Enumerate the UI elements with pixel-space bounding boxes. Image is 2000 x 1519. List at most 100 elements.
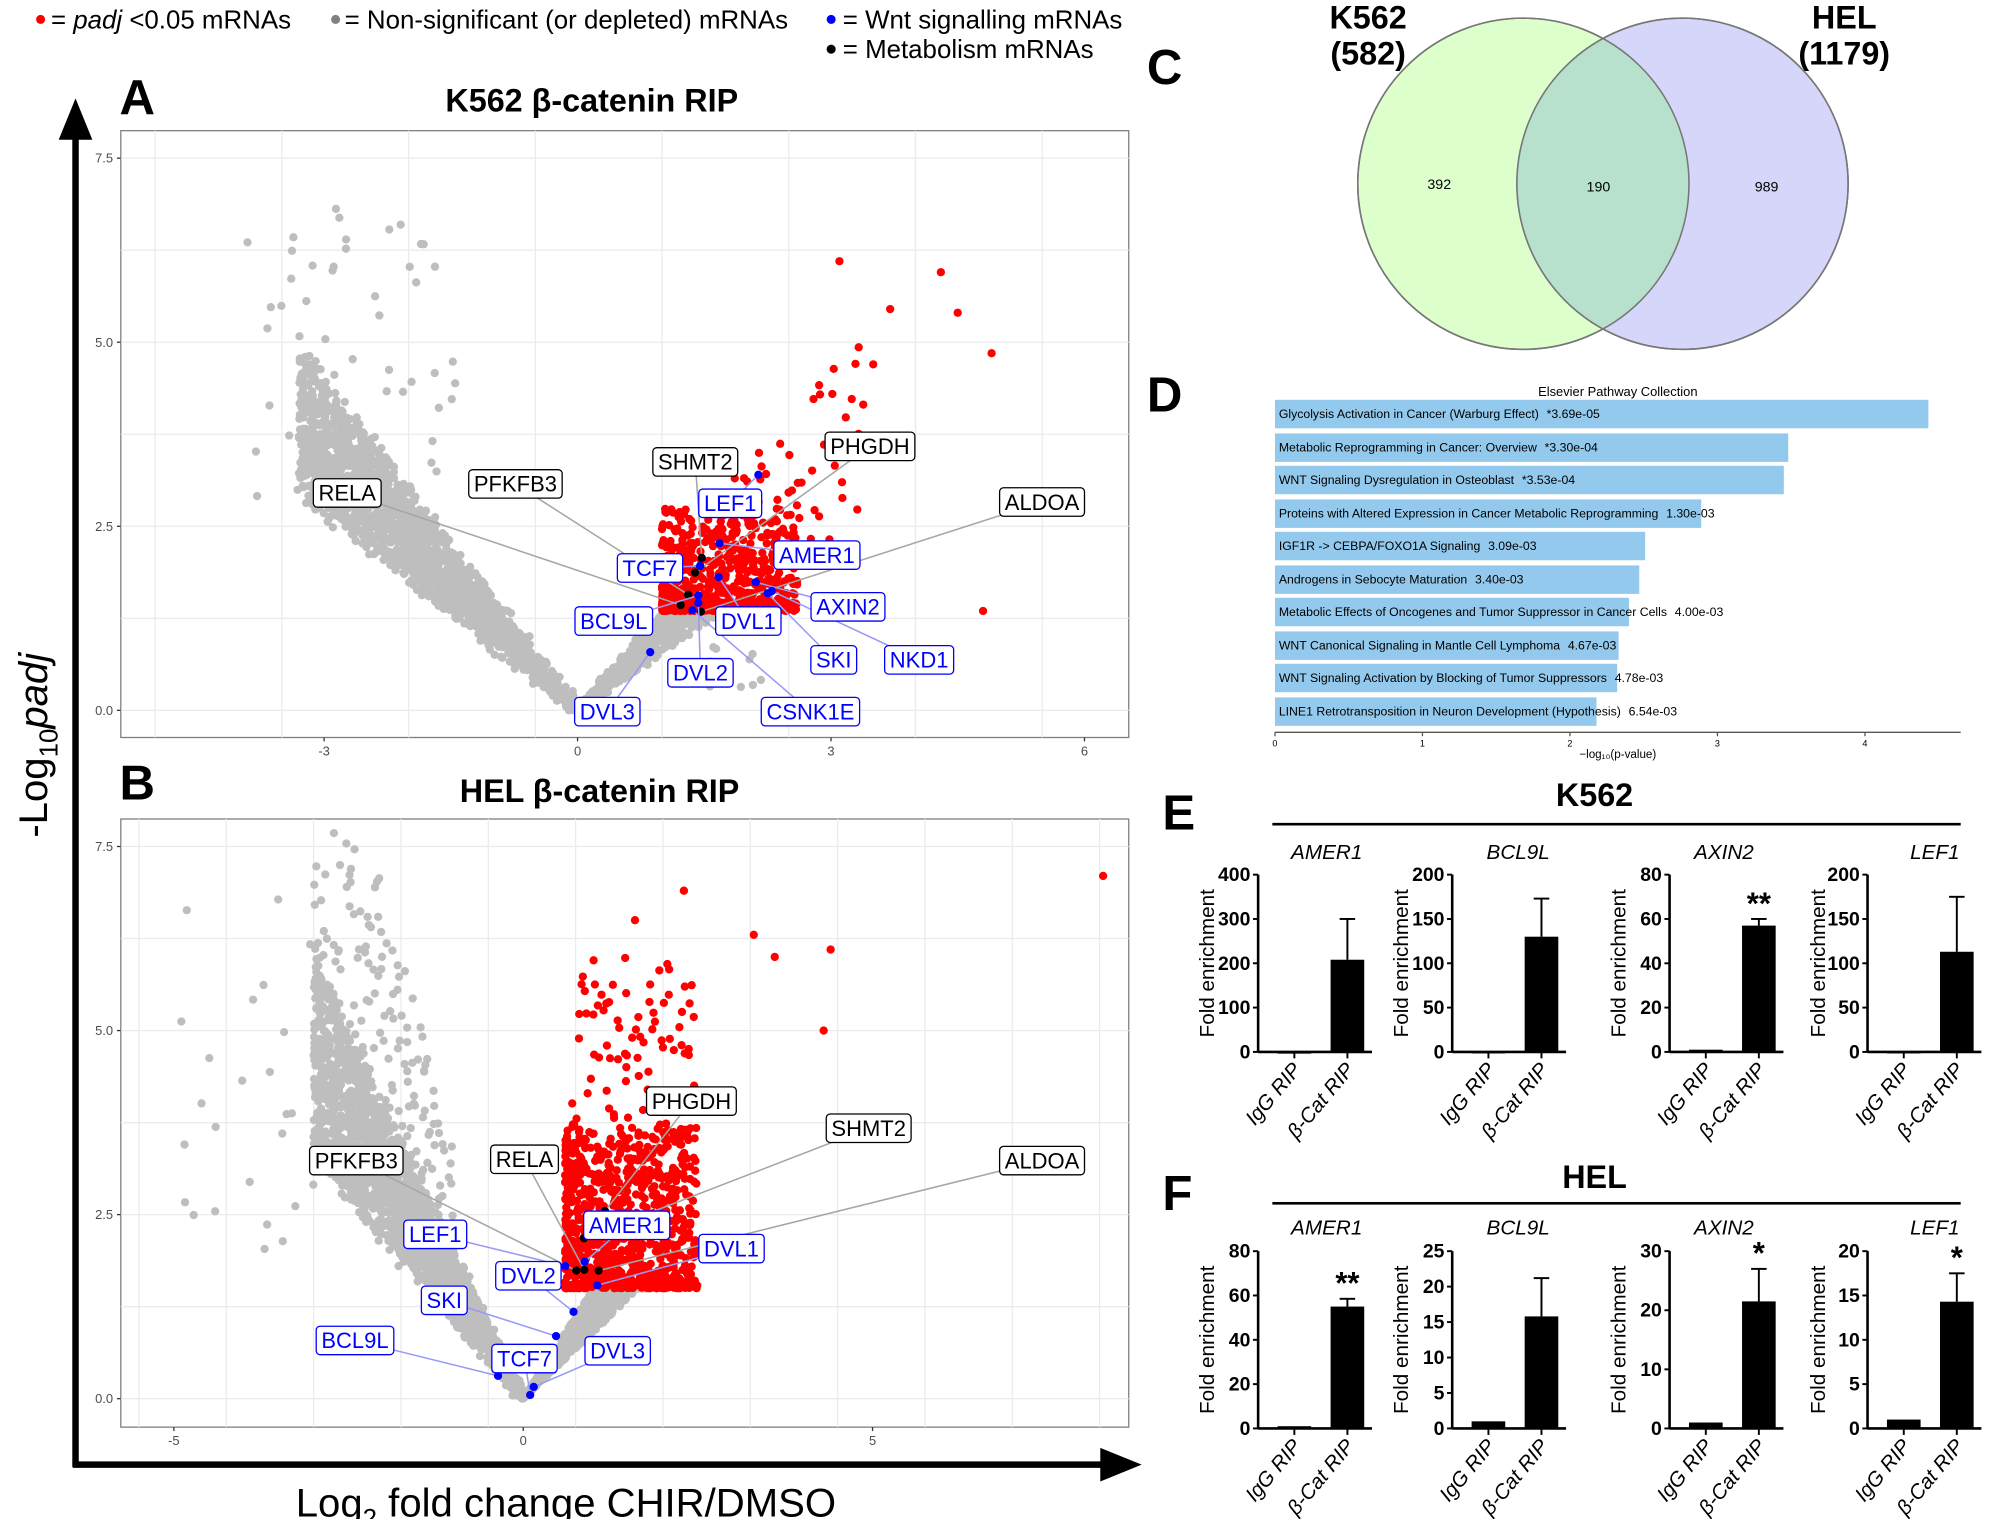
nonsignificant-point (736, 682, 745, 692)
significant-point (662, 539, 671, 549)
nonsignificant-point (252, 491, 262, 501)
nonsignificant-point (471, 569, 480, 578)
gene-point-dvl2 (694, 598, 703, 607)
nonsignificant-point (311, 455, 320, 464)
nonsignificant-point (748, 680, 758, 690)
nonsignificant-point (404, 550, 413, 560)
significant-point (731, 556, 740, 565)
nonsignificant-point (313, 1079, 322, 1088)
panel-b-title: HEL β-catenin RIP (460, 773, 740, 809)
nonsignificant-point (357, 438, 366, 448)
nonsignificant-point (631, 635, 640, 644)
nonsignificant-point (447, 395, 456, 404)
nonsignificant-point (400, 500, 409, 509)
gene-label-text: DVL1 (721, 609, 776, 634)
significant-point (853, 505, 862, 514)
significant-point (743, 477, 752, 486)
significant-point (754, 448, 764, 457)
nonsignificant-point (302, 441, 311, 450)
panel-letter-b: B (120, 756, 156, 811)
nonsignificant-point (498, 653, 507, 662)
nonsignificant-point (430, 262, 440, 271)
gene-point-dvl3 (646, 648, 655, 657)
significant-point (814, 381, 824, 390)
nonsignificant-point (338, 437, 347, 446)
y-tick-label: 2.5 (95, 519, 113, 534)
nonsignificant-point (330, 429, 339, 438)
gene-label-aldoa: ALDOA (998, 487, 1086, 517)
gene-label-phgdh: PHGDH (824, 431, 916, 462)
nonsignificant-point (383, 523, 393, 533)
nonsignificant-point (623, 659, 632, 669)
nonsignificant-point (561, 682, 570, 692)
nonsignificant-point (304, 481, 313, 490)
nonsignificant-point (387, 1135, 397, 1144)
nonsignificant-point (370, 432, 379, 442)
nonsignificant-point (345, 454, 354, 463)
nonsignificant-point (328, 523, 338, 532)
gene-label-amer1: AMER1 (773, 540, 861, 570)
significant-point (676, 517, 686, 526)
nonsignificant-point (311, 356, 320, 366)
nonsignificant-point (412, 585, 421, 595)
nonsignificant-point (313, 399, 322, 409)
nonsignificant-point (322, 419, 332, 429)
nonsignificant-point (328, 266, 337, 275)
nonsignificant-point (307, 374, 317, 384)
nonsignificant-point (525, 632, 534, 641)
significant-point (841, 413, 850, 422)
gene-label-pfkfb3: PFKFB3 (468, 469, 563, 499)
nonsignificant-point (433, 545, 442, 555)
nonsignificant-point (319, 509, 328, 518)
nonsignificant-point (367, 523, 376, 532)
nonsignificant-point (407, 535, 416, 544)
significant-point (837, 478, 847, 487)
nonsignificant-point (266, 303, 275, 312)
gene-point-phgdh (690, 568, 700, 577)
nonsignificant-point (492, 621, 502, 630)
nonsignificant-point (293, 485, 302, 494)
nonsignificant-point (405, 488, 414, 497)
nonsignificant-point (353, 444, 362, 453)
y-tick-label: 0.0 (95, 1391, 113, 1406)
nonsignificant-point (602, 681, 611, 690)
gene-label-bcl9l: BCL9L (574, 606, 654, 636)
nonsignificant-point (348, 355, 357, 364)
y-tick-label: 2.5 (95, 1207, 113, 1222)
nonsignificant-point (431, 559, 440, 569)
nonsignificant-point (384, 365, 394, 375)
nonsignificant-point (380, 464, 389, 474)
nonsignificant-point (447, 588, 456, 597)
significant-point (765, 530, 775, 539)
nonsignificant-point (476, 636, 485, 645)
nonsignificant-point (405, 262, 414, 271)
nonsignificant-point (294, 469, 304, 478)
nonsignificant-point (510, 627, 519, 636)
significant-point (770, 575, 779, 584)
gene-point-tcf7 (695, 561, 705, 571)
nonsignificant-point (680, 631, 689, 640)
significant-point (657, 524, 667, 534)
nonsignificant-point (492, 630, 501, 640)
nonsignificant-point (327, 995, 337, 1004)
nonsignificant-point (300, 456, 309, 465)
nonsignificant-point (419, 240, 428, 249)
nonsignificant-point (375, 311, 384, 320)
nonsignificant-point (360, 452, 369, 461)
nonsignificant-point (368, 441, 377, 451)
nonsignificant-point (378, 540, 387, 549)
nonsignificant-point (304, 429, 313, 438)
nonsignificant-point (323, 401, 332, 410)
gene-label-lef1: LEF1 (698, 488, 763, 519)
nonsignificant-point (569, 691, 578, 700)
nonsignificant-point (368, 511, 378, 521)
nonsignificant-point (360, 461, 370, 470)
gene-point-nkd1 (767, 586, 777, 596)
significant-point (828, 389, 837, 399)
nonsignificant-point (329, 422, 339, 431)
y-tick-label: 7.5 (95, 839, 113, 854)
nonsignificant-point (405, 522, 415, 531)
nonsignificant-point (317, 391, 326, 400)
legend-item-nonsignificant: = Non-significant (or depleted) mRNAs (345, 6, 788, 34)
